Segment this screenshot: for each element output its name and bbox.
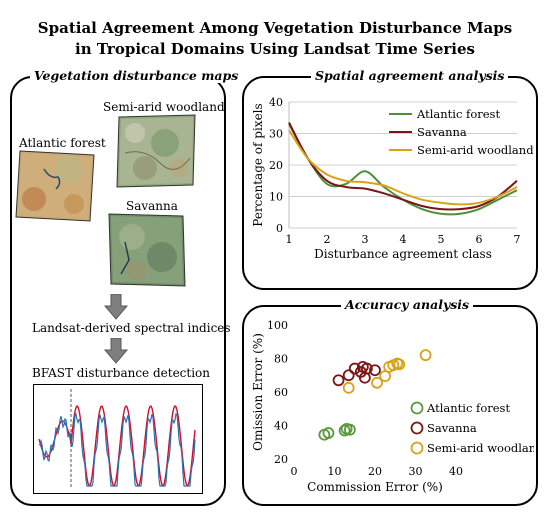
scatter-point — [332, 374, 345, 387]
scatter-point — [393, 358, 406, 371]
x-tick-label: 0 — [291, 465, 298, 478]
legend-label: Semi-arid woodland — [417, 143, 534, 157]
series-line-semi-arid-woodland — [288, 129, 518, 206]
title-line-1: Spatial Agreement Among Vegetation Distu… — [37, 19, 513, 37]
x-tick-label: 7 — [514, 233, 521, 246]
map-label-atlantic: Atlantic forest — [19, 136, 106, 150]
accuracy-scatter-chart: 20 40 60 80 100 0 10 20 30 40 Commission Error (%)… — [251, 319, 534, 494]
scatter-point — [371, 376, 383, 389]
y-axis-label: Percentage of pixels — [251, 103, 265, 226]
scatter-point — [338, 424, 351, 437]
legend-marker — [410, 441, 424, 455]
y-tick-label: 10 — [269, 191, 283, 204]
y-tick-label: 20 — [274, 453, 288, 466]
bfast-time-series — [33, 384, 203, 494]
x-tick-label: 2 — [324, 233, 331, 246]
bfast-step: BFAST disturbance detection — [32, 366, 211, 380]
y-tick-label: 40 — [274, 420, 288, 433]
original-series-line — [38, 411, 196, 487]
map-label-semi-arid: Semi-arid woodland — [103, 100, 225, 114]
atlantic-forest-map-image — [15, 150, 95, 222]
y-tick-label: 40 — [269, 96, 283, 109]
x-tick-label: 40 — [449, 465, 463, 478]
scatter-point — [369, 364, 381, 377]
scatter-point — [342, 369, 355, 382]
legend-label: Savanna — [427, 421, 477, 435]
legend-label: Atlantic forest — [416, 107, 500, 121]
scatter-point — [348, 362, 361, 375]
x-tick-label: 10 — [328, 465, 342, 478]
title-line-2: in Tropical Domains Using Landsat Time S… — [75, 40, 475, 58]
spectral-indices-step: Landsat-derived spectral indices — [32, 321, 231, 335]
y-axis-label: Omission Error (%) — [251, 333, 265, 451]
scatter-point — [343, 423, 356, 436]
x-tick-label: 4 — [400, 233, 407, 246]
y-tick-label: 30 — [269, 128, 283, 141]
down-arrow-icon-1 — [104, 294, 128, 320]
scatter-point — [322, 427, 335, 439]
series-line-savanna — [288, 122, 518, 211]
down-arrow-icon-2 — [104, 338, 128, 364]
y-tick-label: 0 — [276, 222, 283, 235]
legend-marker — [410, 401, 424, 415]
map-label-savanna: Savanna — [126, 199, 178, 213]
fitted-series-line — [38, 404, 196, 487]
x-axis-label: Disturbance agreement class — [314, 247, 492, 261]
y-tick-label: 20 — [269, 159, 283, 172]
x-tick-label: 20 — [368, 465, 382, 478]
x-axis-label: Commission Error (%) — [307, 480, 443, 494]
savanna-map-image — [108, 213, 186, 287]
y-tick-label: 100 — [267, 319, 288, 332]
x-tick-label: 1 — [286, 233, 293, 246]
legend-marker — [410, 421, 424, 435]
x-tick-label: 3 — [362, 233, 369, 246]
spatial-agreement-line-chart: 0 10 20 30 40 1 2 3 4 5 6 7 Disturbance agreement cl… — [251, 96, 534, 261]
x-tick-label: 5 — [438, 233, 445, 246]
scatter-point — [419, 349, 432, 362]
y-tick-label: 60 — [274, 386, 288, 399]
y-tick-label: 80 — [274, 353, 288, 366]
accuracy-panel — [242, 305, 538, 506]
spatial-agreement-panel — [242, 76, 538, 290]
scatter-point — [358, 371, 371, 384]
scatter-point — [342, 381, 355, 394]
semi-arid-map-image — [116, 114, 196, 188]
accuracy-label: Accuracy analysis — [341, 297, 474, 312]
vegetation-maps-label: Vegetation disturbance maps — [30, 68, 243, 83]
spatial-agreement-label: Spatial agreement analysis — [311, 68, 509, 83]
legend-label: Savanna — [417, 125, 467, 139]
legend-label: Semi-arid woodland — [427, 441, 534, 455]
legend-label: Atlantic forest — [426, 401, 510, 415]
x-tick-label: 30 — [409, 465, 423, 478]
x-tick-label: 6 — [476, 233, 483, 246]
